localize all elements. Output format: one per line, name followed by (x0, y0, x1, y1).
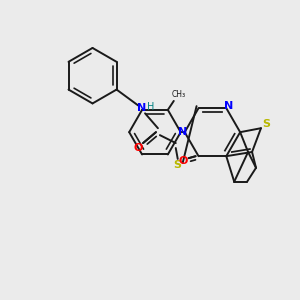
Text: N: N (178, 127, 187, 137)
Text: N: N (224, 101, 233, 111)
Text: O: O (134, 143, 143, 153)
Text: S: S (174, 160, 182, 170)
Text: N: N (137, 103, 147, 113)
Text: H: H (147, 102, 155, 112)
Text: CH₃: CH₃ (172, 91, 186, 100)
Text: O: O (179, 156, 188, 166)
Text: S: S (262, 119, 270, 129)
